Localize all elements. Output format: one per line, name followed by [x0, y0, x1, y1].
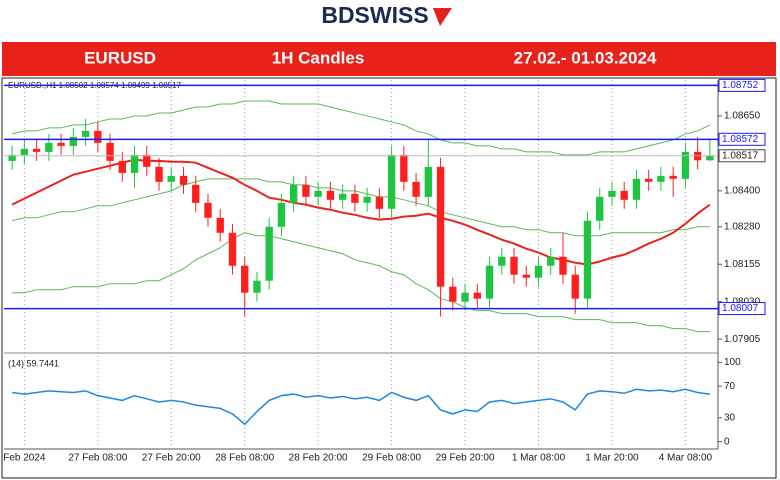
y-tick-label: 1.08030 — [724, 296, 761, 307]
x-tick-label: 1 Mar 20:00 — [585, 453, 639, 464]
candle-body — [657, 175, 665, 182]
current-price-box — [718, 149, 766, 163]
band-middle — [12, 178, 710, 237]
candle-body — [351, 193, 359, 203]
candle-body — [608, 190, 616, 197]
candle-body — [118, 160, 126, 173]
candle-body — [106, 142, 114, 161]
candle-body — [632, 178, 641, 200]
candle-body — [547, 256, 555, 266]
x-tick-label: 1 Mar 08:00 — [512, 453, 566, 464]
level-label: 1.08007 — [722, 303, 759, 314]
band-lower — [12, 232, 710, 333]
candle-body — [143, 154, 151, 167]
candle-body — [228, 232, 237, 266]
candle-body — [571, 274, 579, 299]
y-tick-label: 1.08155 — [724, 259, 761, 270]
candle-body — [253, 280, 261, 293]
level-label-box — [718, 132, 766, 146]
candle-body — [216, 217, 224, 233]
candle-body — [363, 196, 371, 203]
candle-body — [290, 184, 298, 203]
candle-body — [583, 220, 592, 299]
candle-body — [277, 202, 286, 227]
x-tick-label: 29 Feb 20:00 — [436, 453, 495, 464]
x-tick-label: 27 Feb 20:00 — [142, 453, 201, 464]
y-tick-label: 1.07905 — [724, 334, 761, 345]
candle-body — [681, 151, 690, 179]
candle-body — [461, 292, 469, 302]
candle-body — [473, 292, 481, 299]
x-tick-label: 28 Feb 08:00 — [215, 453, 274, 464]
candle-body — [179, 175, 188, 185]
chart-frame — [1, 77, 777, 479]
x-tick-label: 29 Feb 08:00 — [362, 453, 421, 464]
candle-body — [204, 202, 212, 218]
candle-body — [559, 256, 567, 275]
x-tick-label: 27 Feb 08:00 — [68, 453, 127, 464]
candle-body — [620, 190, 628, 200]
candle-body — [424, 166, 432, 197]
level-label-box — [718, 78, 766, 92]
logo: BDSWISS — [321, 2, 428, 28]
candle-body — [32, 148, 41, 152]
candle-body — [167, 175, 175, 182]
candle-body — [669, 175, 677, 179]
candle-body — [20, 148, 29, 155]
candle-body — [498, 256, 506, 266]
candle-body — [412, 181, 420, 197]
band-upper — [12, 100, 711, 156]
candle-body — [241, 265, 249, 293]
candle-body — [69, 136, 77, 146]
y-tick-label: 1.08280 — [724, 221, 761, 232]
candle-body — [130, 154, 139, 173]
candle-body — [534, 265, 543, 278]
candle-body — [510, 256, 518, 275]
x-tick-label: Feb 2024 — [3, 453, 46, 464]
logo-mark — [433, 8, 452, 26]
candle-body — [314, 190, 322, 197]
candle-body — [326, 190, 335, 200]
banner — [2, 42, 776, 76]
rsi-title: (14) 59.7441 — [8, 358, 59, 368]
candle-body — [387, 154, 396, 209]
y-tick-label: 0 — [724, 436, 730, 447]
candle-body — [375, 196, 384, 209]
candle-body — [645, 178, 653, 182]
candle-body — [522, 274, 530, 278]
candle-body — [485, 265, 494, 299]
candle-body — [302, 184, 310, 197]
x-tick-label: 4 Mar 08:00 — [659, 453, 713, 464]
current-price-label: 1.08517 — [722, 150, 759, 161]
candle-body — [94, 130, 102, 143]
banner-timeframe: 1H Candles — [272, 48, 365, 67]
candle-body — [436, 166, 445, 287]
candle-body — [81, 130, 90, 137]
candle-body — [338, 193, 347, 200]
moving-average — [11, 158, 711, 266]
y-tick-label: 30 — [724, 413, 736, 424]
candle-body — [155, 166, 163, 182]
level-label: 1.08572 — [722, 134, 759, 145]
candle-body — [596, 196, 604, 221]
rsi-line — [12, 388, 710, 426]
banner-pair: EURUSD — [84, 48, 156, 67]
candle-body — [400, 154, 408, 182]
banner-dates: 27.02.- 01.03.2024 — [514, 48, 657, 67]
y-tick-label: 1.08650 — [724, 111, 761, 122]
candle-body — [57, 142, 65, 146]
candle-body — [8, 154, 16, 161]
y-tick-label: 100 — [724, 357, 741, 368]
y-tick-label: 1.08400 — [724, 185, 761, 196]
candle-body — [192, 184, 200, 203]
level-label: 1.08752 — [722, 80, 759, 91]
level-label-box — [718, 302, 766, 316]
y-tick-label: 70 — [724, 381, 736, 392]
candle-body — [706, 155, 714, 161]
candle-body — [265, 226, 273, 281]
x-tick-label: 28 Feb 20:00 — [289, 453, 348, 464]
candle-body — [45, 142, 53, 152]
candle-body — [449, 286, 457, 302]
